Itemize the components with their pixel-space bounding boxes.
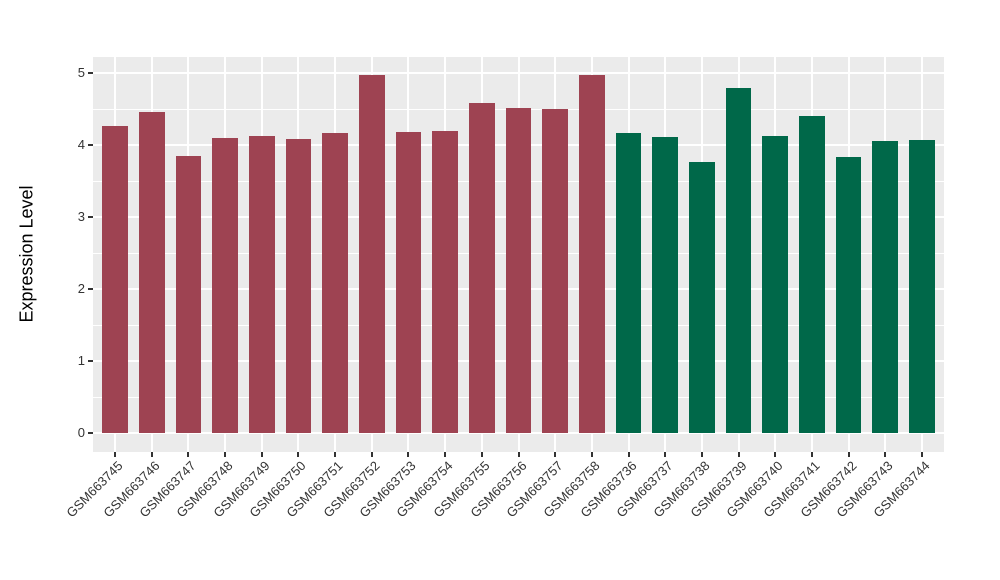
y-tick-mark bbox=[88, 144, 93, 146]
x-tick-mark bbox=[664, 452, 667, 457]
y-axis-title: Expression Level bbox=[16, 185, 37, 323]
x-tick-mark bbox=[444, 452, 447, 457]
x-tick-mark bbox=[737, 452, 740, 457]
x-tick-mark bbox=[370, 452, 373, 457]
y-tick-mark bbox=[88, 288, 93, 290]
y-gridline-major bbox=[93, 432, 944, 434]
bar-GSM663743 bbox=[872, 141, 899, 433]
x-tick-mark bbox=[407, 452, 410, 457]
x-tick-mark bbox=[334, 452, 337, 457]
bar-GSM663756 bbox=[505, 107, 532, 433]
bar-GSM663749 bbox=[248, 136, 275, 433]
x-tick-mark bbox=[847, 452, 850, 457]
y-tick-label: 2 bbox=[77, 281, 85, 296]
bar-GSM663739 bbox=[725, 88, 752, 433]
y-tick-mark bbox=[88, 72, 93, 74]
bar-GSM663747 bbox=[175, 155, 202, 433]
bar-GSM663742 bbox=[835, 156, 862, 433]
x-tick-mark bbox=[920, 452, 923, 457]
x-tick-mark bbox=[810, 452, 813, 457]
y-tick-label: 3 bbox=[77, 209, 85, 224]
x-tick-mark bbox=[150, 452, 153, 457]
bar-GSM663751 bbox=[322, 132, 348, 433]
x-tick-mark bbox=[884, 452, 887, 457]
bar-GSM663753 bbox=[395, 132, 422, 433]
y-tick-label: 0 bbox=[77, 425, 85, 440]
bar-GSM663740 bbox=[762, 135, 789, 433]
bar-GSM663750 bbox=[285, 139, 312, 433]
bar-GSM663748 bbox=[212, 137, 238, 433]
x-tick-mark bbox=[114, 452, 116, 457]
x-tick-mark bbox=[517, 452, 520, 457]
y-tick-mark bbox=[88, 216, 93, 218]
y-gridline-major bbox=[93, 72, 944, 74]
bar-GSM663738 bbox=[689, 161, 715, 433]
bar-GSM663736 bbox=[615, 132, 642, 433]
bar-GSM663752 bbox=[358, 75, 385, 433]
x-tick-mark bbox=[700, 452, 703, 457]
bar-GSM663746 bbox=[138, 111, 165, 433]
bar-GSM663744 bbox=[909, 139, 935, 433]
x-tick-mark bbox=[187, 452, 190, 457]
x-tick-mark bbox=[297, 452, 300, 457]
x-tick-mark bbox=[480, 452, 483, 457]
plot-panel bbox=[93, 57, 944, 452]
bar-GSM663737 bbox=[652, 137, 679, 433]
bar-GSM663745 bbox=[102, 125, 128, 433]
bar-GSM663758 bbox=[579, 75, 605, 433]
x-tick-mark bbox=[590, 452, 593, 457]
bar-GSM663741 bbox=[799, 116, 825, 433]
bar-GSM663754 bbox=[432, 130, 458, 433]
x-tick-mark bbox=[260, 452, 263, 457]
x-tick-mark bbox=[627, 452, 630, 457]
x-tick-mark bbox=[554, 452, 557, 457]
x-tick-mark bbox=[224, 452, 227, 457]
y-tick-label: 4 bbox=[77, 137, 85, 152]
y-tick-label: 5 bbox=[77, 65, 85, 80]
bar-GSM663755 bbox=[468, 103, 495, 433]
y-tick-mark bbox=[88, 360, 93, 362]
bar-GSM663757 bbox=[542, 109, 568, 433]
y-tick-mark bbox=[88, 432, 93, 434]
x-tick-mark bbox=[774, 452, 777, 457]
y-tick-label: 1 bbox=[77, 353, 85, 368]
